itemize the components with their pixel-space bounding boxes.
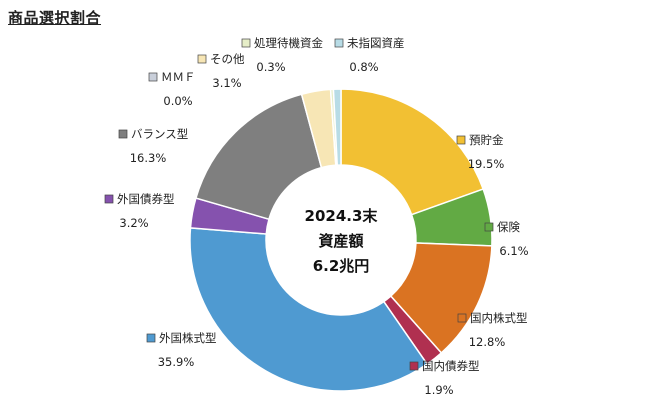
page-title: 商品選択割合: [8, 9, 102, 27]
slice-name-1: 保険: [497, 220, 520, 234]
legend-swatch-5: [104, 194, 114, 204]
legend-swatch-6: [118, 129, 128, 139]
slice-value-2: 12.8%: [469, 335, 506, 349]
center-label-period: 2024.3末: [305, 207, 379, 225]
legend-swatch-8: [197, 54, 207, 64]
slice-name-7: ＭＭＦ: [161, 70, 196, 84]
slice-name-9: 処理待機資金: [254, 36, 323, 50]
slice-value-0: 19.5%: [468, 157, 505, 171]
legend-swatch-2: [457, 313, 467, 323]
legend-swatch-3: [409, 361, 419, 371]
legend-swatch-4: [146, 333, 156, 343]
legend-swatch-7: [148, 72, 158, 82]
slice-value-4: 35.9%: [158, 355, 195, 369]
legend-swatch-0: [456, 135, 466, 145]
slice-name-2: 国内株式型: [470, 311, 528, 325]
legend-swatch-10: [334, 38, 344, 48]
slice-value-6: 16.3%: [130, 151, 167, 165]
center-label-caption: 資産額: [318, 232, 363, 250]
slice-name-0: 預貯金: [469, 133, 504, 147]
slice-value-1: 6.1%: [499, 244, 528, 258]
slice-value-9: 0.3%: [256, 60, 285, 74]
slice-name-4: 外国株式型: [159, 331, 217, 345]
legend-swatch-1: [484, 222, 494, 232]
slice-name-10: 未指図資産: [347, 36, 405, 50]
slice-value-8: 3.1%: [212, 76, 241, 90]
slice-name-5: 外国債券型: [117, 192, 175, 206]
slice-value-7: 0.0%: [163, 94, 192, 108]
slice-value-3: 1.9%: [424, 383, 453, 397]
center-label-total: 6.2兆円: [313, 257, 370, 275]
slice-6: [195, 93, 323, 221]
slice-0: [340, 88, 485, 216]
slice-name-6: バランス型: [131, 127, 188, 141]
legend-swatch-9: [241, 38, 251, 48]
slice-name-3: 国内債券型: [422, 359, 480, 373]
slice-4: [189, 227, 429, 392]
slice-value-5: 3.2%: [119, 216, 148, 230]
slice-10: [332, 88, 342, 166]
slice-value-10: 0.8%: [349, 60, 378, 74]
slice-name-8: その他: [210, 52, 245, 66]
